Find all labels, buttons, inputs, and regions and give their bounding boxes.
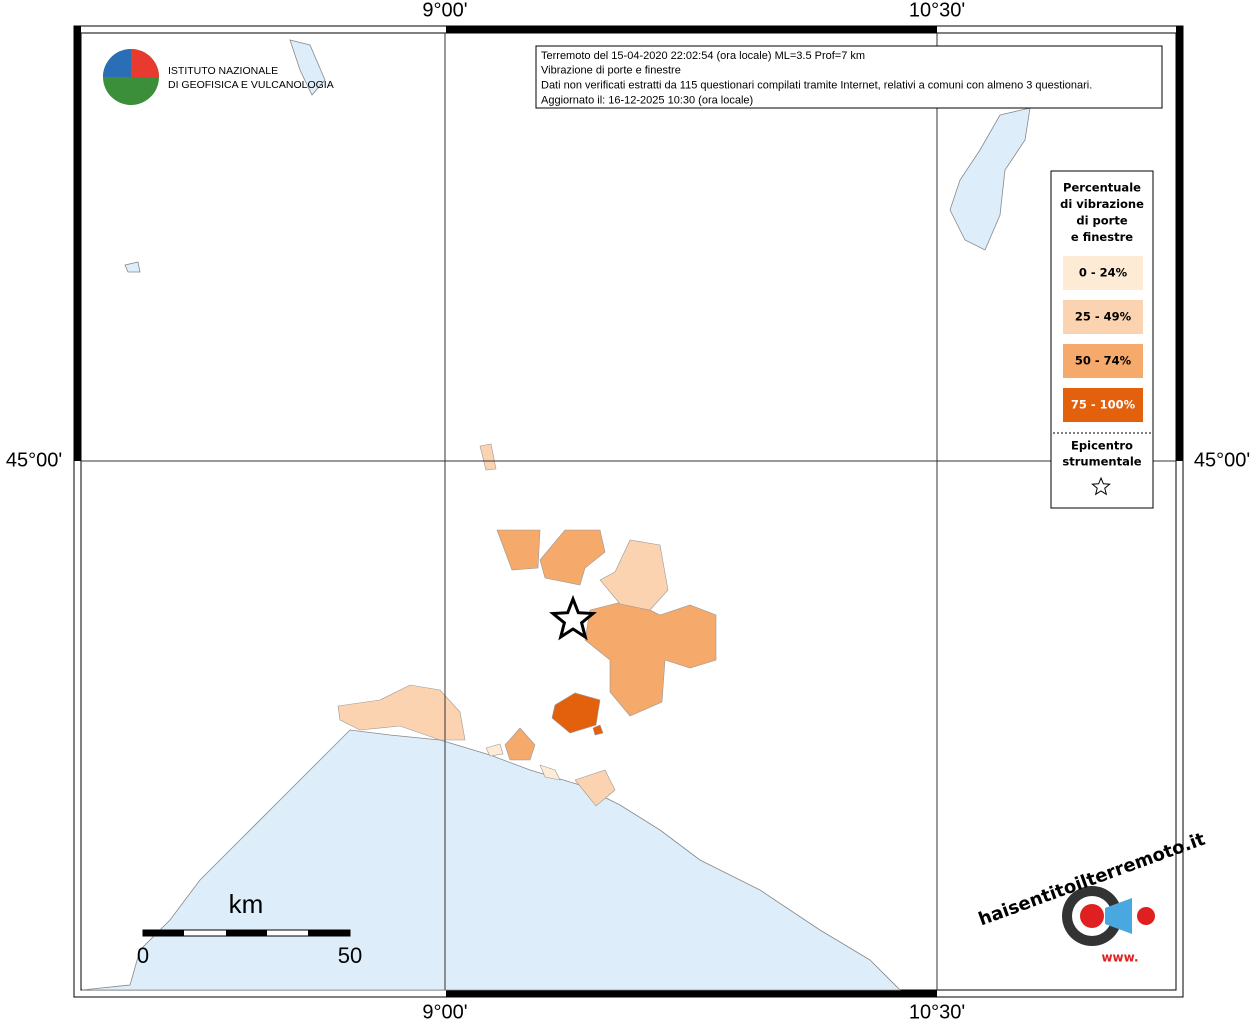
epicenter-star xyxy=(549,594,597,641)
legend-label: 75 - 100% xyxy=(1071,398,1136,412)
site-logo xyxy=(1105,898,1132,934)
municipality xyxy=(539,529,606,586)
logo-globe xyxy=(103,49,131,77)
site-logo xyxy=(1137,907,1155,925)
legend-title: Percentuale xyxy=(1063,181,1141,195)
lat-label: 45°00' xyxy=(6,449,62,471)
municipality xyxy=(551,692,601,734)
legend-title: di vibrazione xyxy=(1060,197,1144,211)
lake xyxy=(949,107,1031,251)
lake xyxy=(124,261,141,273)
legend: Percentuale di vibrazione di porte e finest… xyxy=(1060,181,1144,422)
municipality xyxy=(504,727,536,761)
header-line: Vibrazione di porte e finestre xyxy=(541,65,681,77)
lon-label: 9°00' xyxy=(422,0,467,21)
scale-label: 0 xyxy=(137,943,149,968)
municipality xyxy=(485,743,504,757)
legend-epicenter: strumentale xyxy=(1062,455,1141,469)
legend-swatch xyxy=(1063,344,1143,378)
municipality xyxy=(479,443,497,471)
legend-title: e finestre xyxy=(1071,230,1133,244)
lon-label: 9°00' xyxy=(422,1001,467,1023)
frame-band xyxy=(74,26,81,461)
logo-globe xyxy=(131,49,159,77)
header-line: Terremoto del 15-04-2020 22:02:54 (ora l… xyxy=(541,50,865,62)
lon-label: 10°30' xyxy=(909,1001,965,1023)
logo-text: DI GEOFISICA E VULCANOLOGIA xyxy=(168,79,334,91)
header-line: Dati non verificati estratti da 115 ques… xyxy=(541,80,1092,92)
legend-title: di porte xyxy=(1076,214,1127,228)
legend-swatch xyxy=(1063,300,1143,334)
frame-band xyxy=(446,26,937,33)
scale-bar xyxy=(308,930,350,936)
frame-band xyxy=(446,990,937,997)
municipality xyxy=(574,769,616,807)
legend-label: 50 - 74% xyxy=(1075,354,1132,368)
legend-swatch xyxy=(1063,388,1143,422)
legend-swatch xyxy=(1063,256,1143,290)
municipality xyxy=(584,599,717,717)
header: Terremoto del 15-04-2020 22:02:54 (ora l… xyxy=(541,50,1092,106)
lon-label: 10°30' xyxy=(909,0,965,21)
legend-epicenter: Epicentro xyxy=(1071,439,1133,453)
scale-bar xyxy=(226,930,267,936)
municipalities xyxy=(337,443,717,807)
municipality xyxy=(592,724,604,736)
municipality xyxy=(496,529,541,571)
legend-star xyxy=(1091,476,1111,496)
legend-label: 0 - 24% xyxy=(1079,266,1128,280)
site-logo xyxy=(1080,904,1104,928)
municipality xyxy=(599,539,669,611)
legend-box xyxy=(1050,170,1154,509)
municipality xyxy=(337,684,466,741)
header-line: Aggiornato il: 16-12-2025 10:30 (ora loc… xyxy=(541,94,753,106)
lake xyxy=(289,39,326,96)
frame-band xyxy=(1176,26,1183,461)
municipality xyxy=(539,764,561,781)
scale-label: 50 xyxy=(338,943,362,968)
logo-text: ISTITUTO NAZIONALE xyxy=(168,65,278,77)
site-logo-text: www. xyxy=(1101,951,1138,965)
scale-unit: km xyxy=(229,889,264,919)
header-box xyxy=(535,45,1163,109)
scale-bar xyxy=(143,930,184,936)
sea xyxy=(81,729,901,991)
legend-label: 25 - 49% xyxy=(1075,310,1132,324)
lat-label: 45°00' xyxy=(1194,449,1250,471)
